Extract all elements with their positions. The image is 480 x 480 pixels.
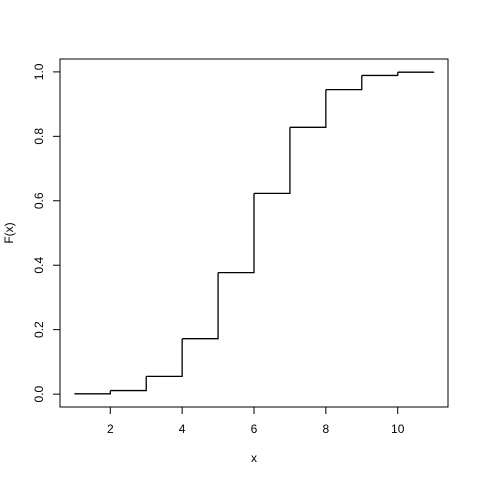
- step-segment: [146, 338, 183, 378]
- y-tick-label: 0.0: [32, 385, 46, 402]
- step-segment: [254, 127, 291, 195]
- x-axis-label: x: [251, 451, 257, 465]
- y-tick-label: 1.0: [32, 63, 46, 80]
- x-tick-label: 8: [323, 422, 330, 436]
- x-tick-label: 6: [251, 422, 258, 436]
- step-segment: [182, 272, 219, 340]
- y-axis-label: F(x): [2, 222, 16, 243]
- y-tick-label: 0.4: [32, 257, 46, 274]
- x-tick-label: 2: [107, 422, 114, 436]
- step-segment: [361, 72, 399, 77]
- step-segment: [325, 75, 363, 91]
- x-tick-label: 10: [391, 422, 405, 436]
- y-tick-label: 0.2: [32, 321, 46, 338]
- step-segment: [74, 390, 111, 395]
- step-segment: [110, 376, 147, 392]
- y-tick-label: 0.8: [32, 128, 46, 145]
- y-tick-label: 0.6: [32, 192, 46, 209]
- step-segment: [218, 193, 255, 274]
- step-segment: [289, 89, 327, 128]
- x-tick-label: 4: [179, 422, 186, 436]
